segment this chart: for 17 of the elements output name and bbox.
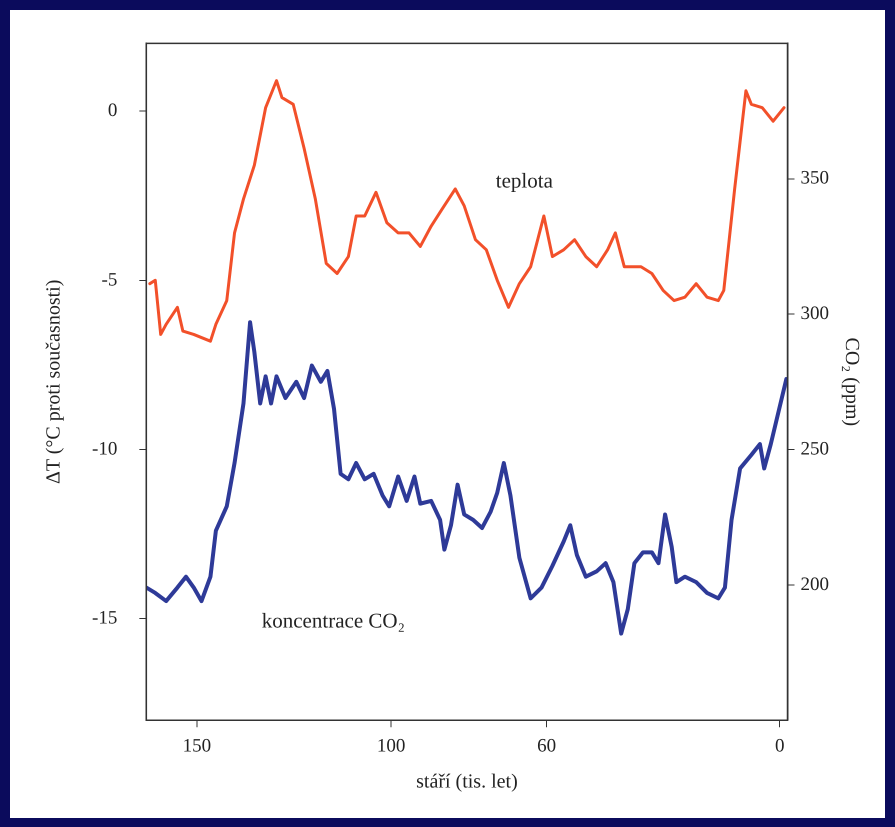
y-tick-label: -10	[92, 438, 118, 460]
y2-tick-label: 350	[800, 168, 829, 189]
x-tick-label: 150	[182, 736, 212, 757]
y-axis-title: ΔT (°C proti současnosti)	[42, 280, 64, 484]
series-label: teplota	[496, 168, 554, 193]
y-tick-label: 0	[108, 100, 118, 122]
y2-axis-title: CO₂ (ppm)	[840, 337, 863, 426]
x-axis-title: stáří (tis. let)	[416, 770, 518, 792]
x-tick-label: 60	[537, 736, 556, 757]
x-tick-label: 100	[376, 736, 406, 757]
y2-tick-label: 250	[800, 438, 829, 460]
x-tick-label: 0	[774, 736, 784, 757]
y2-tick-label: 200	[800, 574, 829, 595]
y-tick-label: -5	[102, 269, 118, 290]
text: koncentrace CO₂	[262, 608, 405, 633]
y2-tick-label: 300	[800, 303, 829, 324]
y-tick-label: -15	[92, 608, 118, 629]
